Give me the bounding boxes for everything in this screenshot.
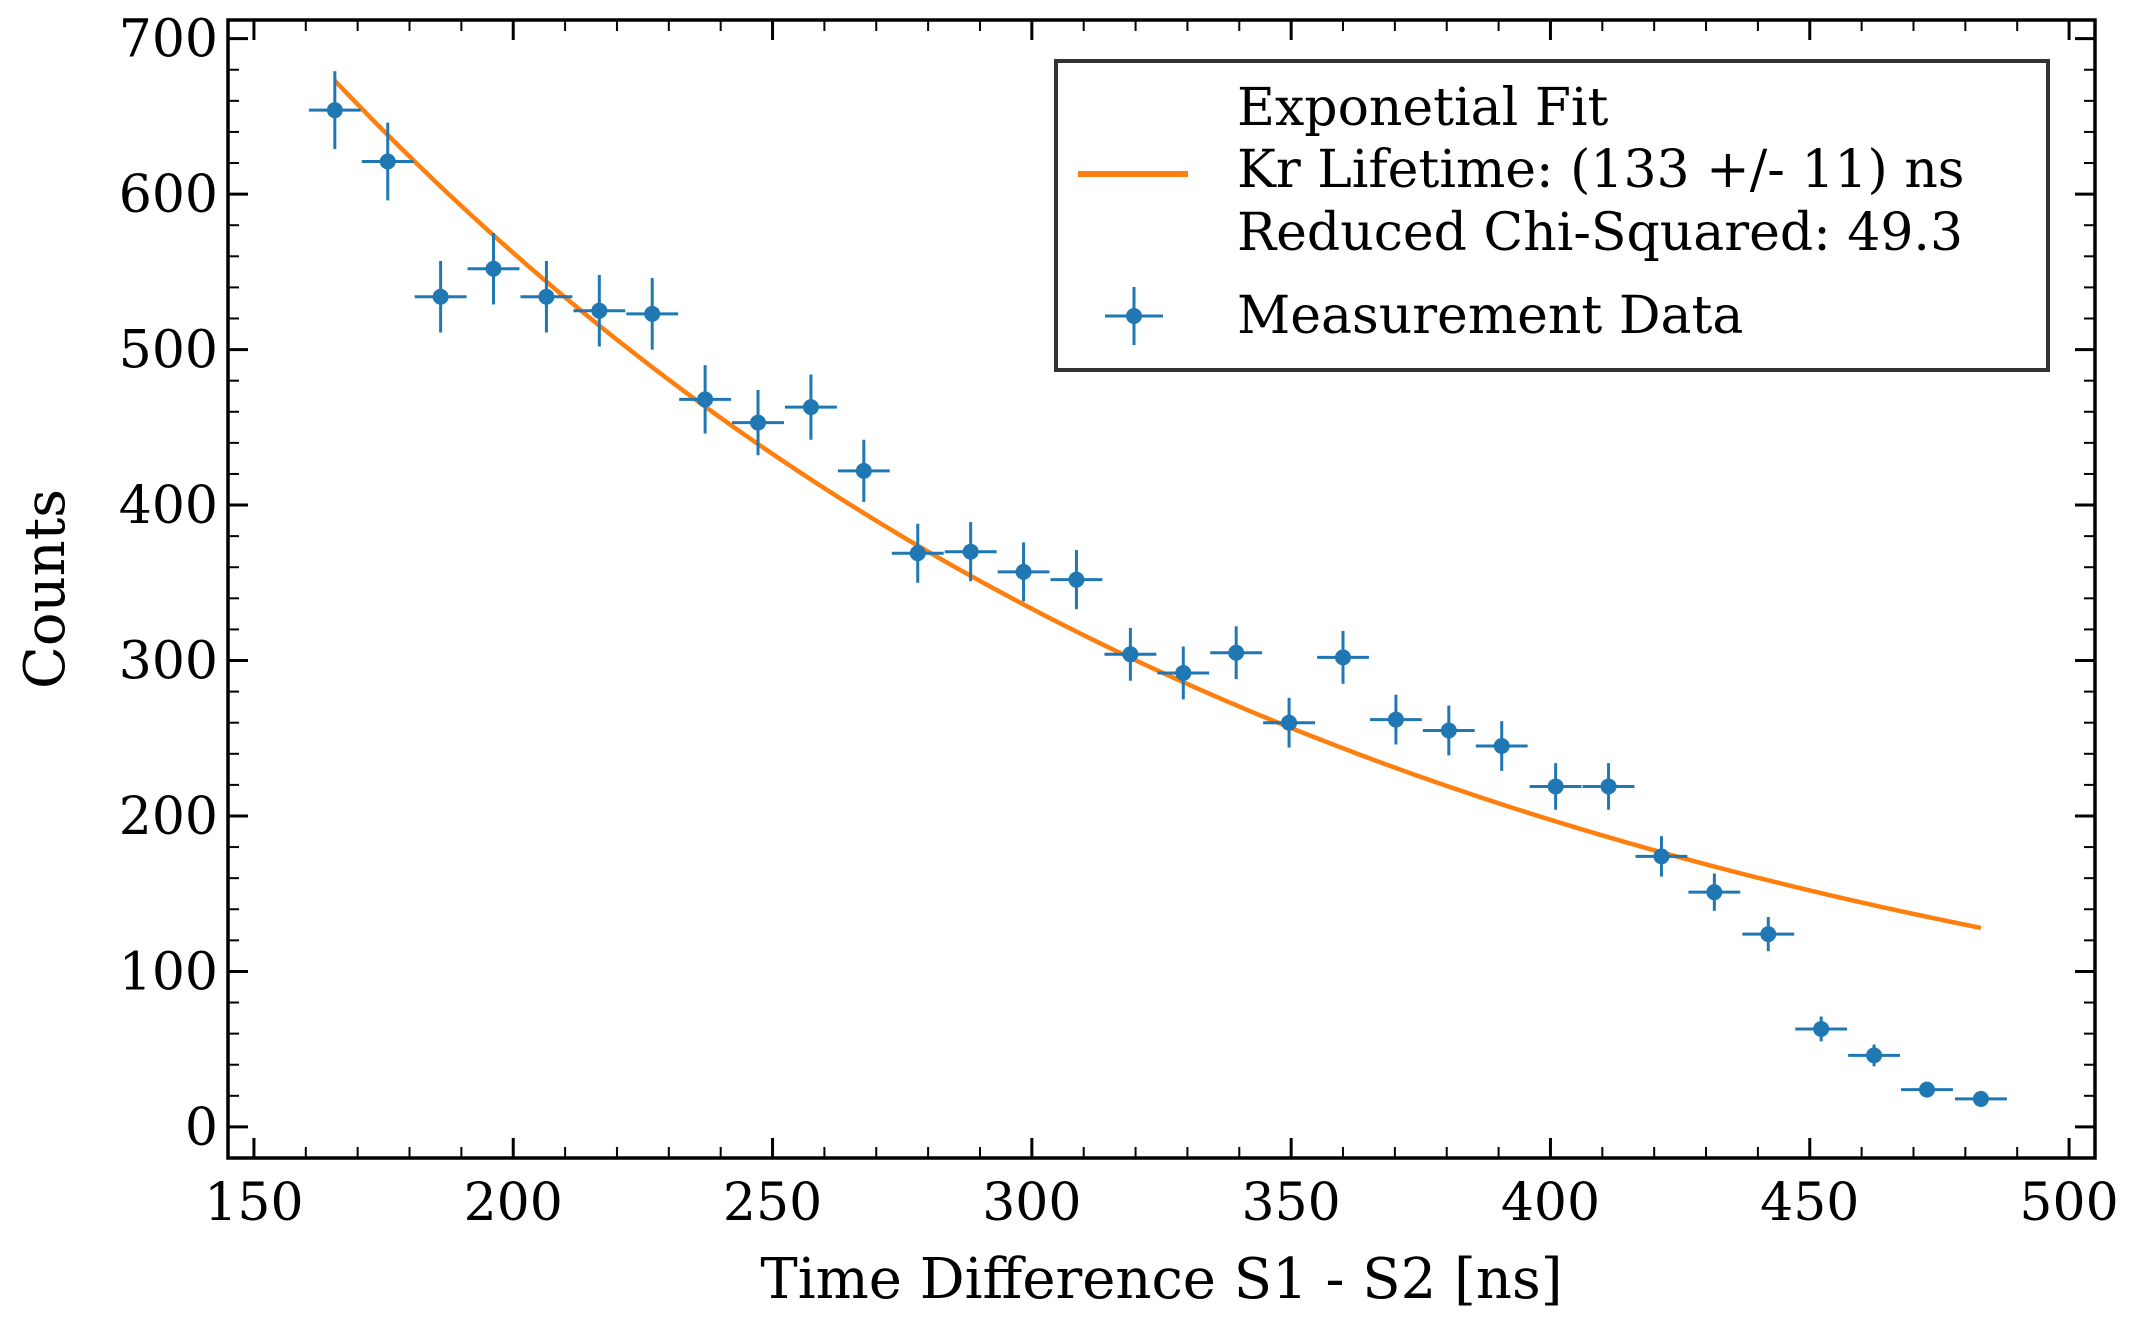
data-marker xyxy=(1706,884,1723,901)
data-point xyxy=(361,122,414,201)
legend-data-label: Measurement Data xyxy=(1237,286,1743,346)
plot-frame xyxy=(226,18,2097,1160)
data-point xyxy=(308,71,361,150)
data-marker xyxy=(1440,722,1457,739)
y-tick-label: 100 xyxy=(119,942,218,1002)
x-axis-label: Time Difference S1 - S2 [ns] xyxy=(760,1247,1562,1312)
data-marker xyxy=(697,391,714,408)
data-point xyxy=(679,365,732,434)
x-tick-label: 400 xyxy=(1501,1173,1600,1233)
data-marker xyxy=(432,288,449,305)
x-tick-label: 150 xyxy=(204,1173,303,1233)
x-tick-label: 200 xyxy=(464,1173,563,1233)
data-marker xyxy=(1918,1081,1935,1098)
data-point xyxy=(573,274,626,347)
data-marker xyxy=(1015,563,1032,580)
x-tick-label: 500 xyxy=(2019,1173,2118,1233)
legend-data-marker xyxy=(1126,308,1142,324)
legend: Exponetial Fit Kr Lifetime: (133 +/- 11)… xyxy=(1054,59,2050,372)
y-tick-label: 0 xyxy=(185,1098,218,1158)
x-tick-label: 300 xyxy=(982,1173,1081,1233)
y-tick-label: 200 xyxy=(119,787,218,847)
fit-series xyxy=(333,79,1982,931)
data-point xyxy=(1422,705,1475,756)
data-point xyxy=(1050,550,1103,610)
data-point xyxy=(1901,1081,1953,1098)
data-marker xyxy=(1547,778,1564,795)
data-marker xyxy=(1813,1020,1830,1037)
data-point xyxy=(891,523,944,583)
data-marker xyxy=(1122,646,1139,663)
y-tick-label: 400 xyxy=(119,476,218,536)
data-marker xyxy=(1493,738,1510,755)
data-point xyxy=(1688,873,1741,911)
tick-labels: 150 200 250 300 350 400 450 500 0 100 200 300 400 500… xyxy=(119,10,2119,1233)
legend-box xyxy=(1054,59,2050,372)
data-marker xyxy=(1335,649,1352,666)
data-point xyxy=(1475,721,1528,771)
data-point xyxy=(1210,626,1263,680)
data-point xyxy=(467,232,520,305)
data-marker xyxy=(1866,1047,1883,1064)
data-point xyxy=(1742,917,1795,952)
data-point xyxy=(1954,1090,2007,1107)
data-marker xyxy=(1972,1090,1989,1107)
axis-ticks xyxy=(228,20,2095,1158)
x-tick-label: 450 xyxy=(1760,1173,1859,1233)
legend-data-swatch xyxy=(1105,287,1163,345)
data-marker xyxy=(909,545,926,562)
data-marker xyxy=(1387,711,1404,728)
data-marker xyxy=(326,102,343,119)
data-point xyxy=(1263,697,1316,748)
data-point xyxy=(626,278,679,350)
legend-fit-label: Exponetial Fit xyxy=(1237,78,1609,138)
data-point xyxy=(1582,763,1635,810)
data-point xyxy=(414,260,467,333)
data-marker xyxy=(1653,848,1670,865)
data-marker xyxy=(644,305,661,322)
data-marker xyxy=(379,153,396,170)
data-point xyxy=(837,439,890,502)
data-point xyxy=(1635,836,1688,877)
data-point xyxy=(1848,1044,1901,1067)
legend-fit-chi-squared: Reduced Chi-Squared: 49.3 xyxy=(1237,203,1963,263)
data-marker xyxy=(1600,778,1617,795)
data-point xyxy=(1104,627,1157,681)
data-marker xyxy=(538,288,555,305)
data-marker xyxy=(802,399,819,416)
data-point xyxy=(520,260,573,333)
data-marker xyxy=(1068,571,1085,588)
data-marker xyxy=(962,543,979,560)
data-marker xyxy=(485,260,502,277)
data-point xyxy=(1317,630,1369,684)
data-marker xyxy=(1760,926,1777,943)
data-marker xyxy=(855,462,872,479)
y-axis-label: Counts xyxy=(13,489,78,689)
data-marker xyxy=(1281,714,1298,731)
data-point xyxy=(1795,1016,1848,1042)
x-tick-label: 350 xyxy=(1242,1173,1341,1233)
data-point xyxy=(1529,763,1582,810)
data-point xyxy=(1369,694,1422,745)
data-marker xyxy=(591,302,608,319)
data-marker xyxy=(1175,664,1192,681)
y-tick-label: 500 xyxy=(119,321,218,381)
x-tick-label: 250 xyxy=(723,1173,822,1233)
legend-fit-lifetime: Kr Lifetime: (133 +/- 11) ns xyxy=(1237,140,1965,200)
y-tick-label: 700 xyxy=(119,10,218,70)
fit-line xyxy=(333,79,1982,931)
data-point xyxy=(784,374,837,440)
data-point xyxy=(732,390,784,456)
data-point xyxy=(944,522,997,582)
y-tick-label: 300 xyxy=(119,632,218,692)
data-point xyxy=(997,542,1050,602)
data-point xyxy=(1157,646,1210,700)
data-marker xyxy=(750,414,767,431)
y-tick-label: 600 xyxy=(119,165,218,225)
data-marker xyxy=(1228,644,1245,661)
measurement-series xyxy=(308,71,2007,1107)
